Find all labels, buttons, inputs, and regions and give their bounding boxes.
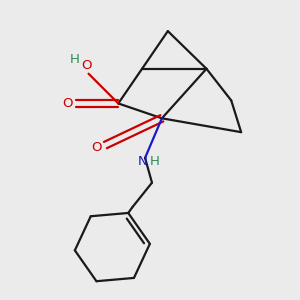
Text: O: O [81,59,92,72]
Text: O: O [62,97,73,110]
Text: H: H [70,53,80,66]
Text: N: N [138,155,148,168]
Text: H: H [150,155,160,168]
Text: O: O [91,140,102,154]
